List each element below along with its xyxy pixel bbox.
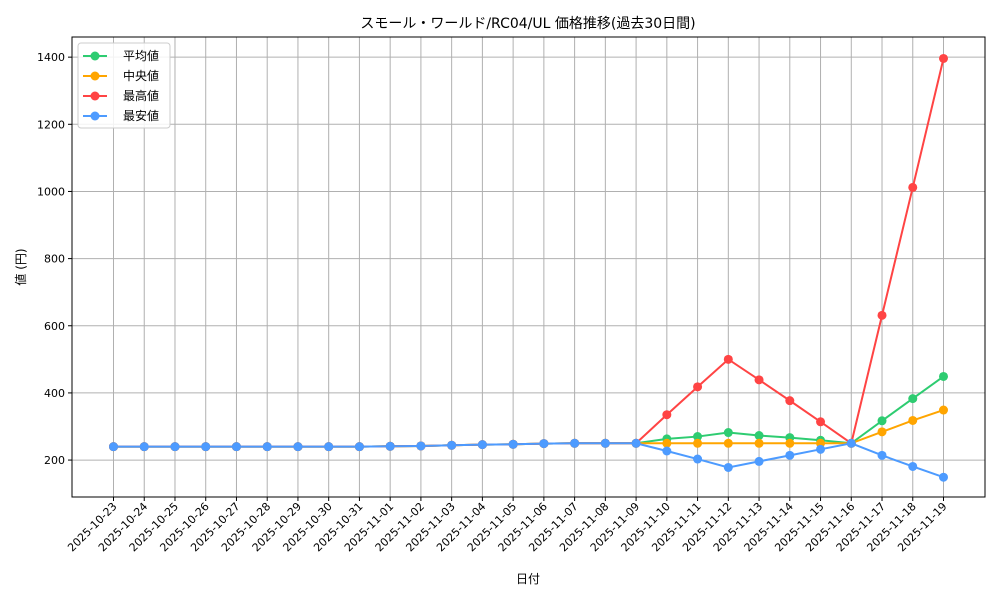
x-axis: 2025-10-232025-10-242025-10-252025-10-26… <box>65 497 950 554</box>
y-tick-label: 1200 <box>37 118 65 131</box>
y-axis-label: 値 (円) <box>13 248 28 285</box>
data-point <box>693 382 703 392</box>
series-line <box>113 442 944 479</box>
data-point <box>477 440 487 450</box>
data-point <box>877 450 887 460</box>
y-tick-label: 1400 <box>37 51 65 64</box>
y-tick-label: 400 <box>44 387 65 400</box>
data-point <box>908 461 918 471</box>
data-point <box>785 450 795 460</box>
legend-marker <box>90 51 100 61</box>
legend-box <box>77 42 171 129</box>
data-point <box>201 442 211 452</box>
plot-frame <box>71 36 986 498</box>
legend-marker <box>90 91 100 101</box>
data-point <box>139 442 149 452</box>
data-point <box>539 439 549 449</box>
data-point <box>231 442 241 452</box>
data-point <box>693 432 703 442</box>
data-point <box>109 442 118 452</box>
data-point <box>570 438 580 448</box>
data-point <box>262 442 272 452</box>
data-point <box>754 438 764 448</box>
series-line <box>113 58 945 448</box>
data-point <box>754 431 764 441</box>
y-tick-label: 800 <box>44 253 65 266</box>
legend-label: 最高値 <box>123 88 159 103</box>
data-point <box>293 442 303 452</box>
data-point <box>447 440 457 450</box>
data-point <box>939 405 948 415</box>
y-tick-label: 600 <box>44 320 65 333</box>
data-point <box>354 442 364 452</box>
data-point <box>877 427 887 437</box>
data-point <box>785 438 795 448</box>
data-point <box>693 454 703 464</box>
data-point <box>324 442 334 452</box>
data-point <box>816 444 826 454</box>
data-point <box>816 417 826 427</box>
data-point <box>939 472 948 482</box>
y-tick-label: 200 <box>44 454 65 467</box>
data-point <box>600 438 610 448</box>
data-point <box>877 310 887 320</box>
data-point <box>508 439 518 449</box>
data-point <box>385 441 395 451</box>
data-point <box>662 438 672 448</box>
chart-title: スモール・ワールド/RC04/UL 価格推移(過去30日間) <box>360 16 695 32</box>
data-point <box>939 53 948 63</box>
data-point <box>939 371 948 381</box>
legend-label: 平均値 <box>123 48 159 63</box>
data-point <box>170 442 180 452</box>
data-point <box>877 416 887 426</box>
data-point <box>723 438 733 448</box>
data-point <box>754 456 764 466</box>
data-point <box>908 394 918 404</box>
series-2 <box>109 53 948 452</box>
data-point <box>723 462 733 472</box>
y-tick-label: 1000 <box>37 185 65 198</box>
series-lines <box>109 53 948 482</box>
data-point <box>693 438 703 448</box>
data-point <box>416 441 426 451</box>
data-point <box>785 396 795 406</box>
data-point <box>723 354 733 364</box>
y-axis: 200 400 600 800 1000 1200 1400 <box>37 51 72 467</box>
legend-marker <box>90 111 100 121</box>
data-point <box>662 410 672 420</box>
data-point <box>631 438 641 448</box>
data-point <box>723 428 733 438</box>
legend-marker <box>90 71 100 81</box>
data-point <box>662 446 672 456</box>
series-3 <box>109 438 948 482</box>
x-axis-label: 日付 <box>516 572 540 586</box>
data-point <box>754 375 764 385</box>
data-point <box>908 415 918 425</box>
data-point <box>846 438 856 448</box>
data-point <box>908 182 918 192</box>
legend-label: 最安値 <box>123 108 159 123</box>
grid <box>72 37 985 497</box>
legend-label: 中央値 <box>123 68 159 83</box>
